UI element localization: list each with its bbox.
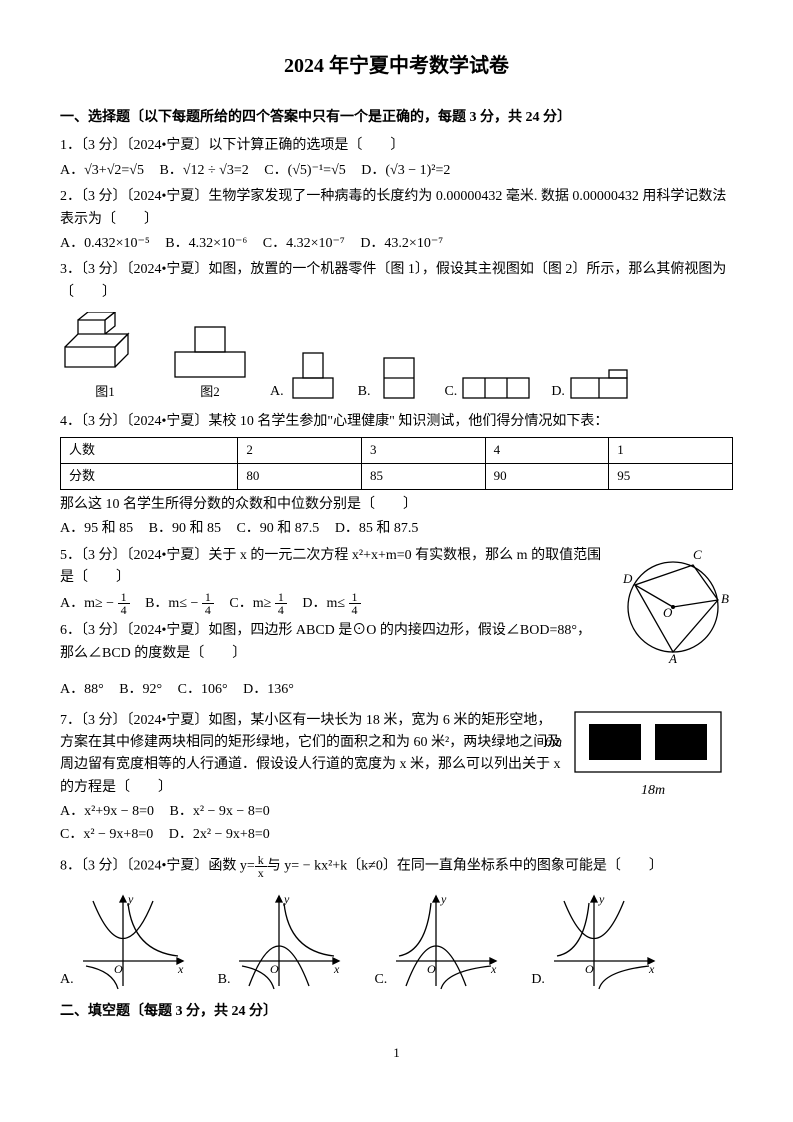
- q4-optC: C．90 和 87.5: [236, 521, 319, 536]
- q1-optB: B．√12 ÷ √3=2: [159, 163, 248, 178]
- page-title: 2024 年宁夏中考数学试卷: [60, 50, 733, 82]
- q4-r0c4: 95: [609, 464, 733, 490]
- q2: 2．〔3 分〕〔2024•宁夏〕生物学家发现了一种病毒的长度约为 0.00000…: [60, 186, 733, 255]
- q7-optC: C．x² − 9x+8=0: [60, 827, 153, 842]
- q3-fig1-icon: [60, 312, 150, 382]
- q2-optC: C．4.32×10⁻⁷: [263, 236, 345, 251]
- q3-optB-icon: [374, 353, 424, 403]
- q4-th3: 4: [485, 438, 609, 464]
- q3-fig1-label: 图1: [60, 382, 150, 403]
- q3-optC-icon: [461, 373, 531, 403]
- svg-text:x: x: [333, 962, 340, 976]
- q1-stem: 1．〔3 分〕〔2024•宁夏〕以下计算正确的选项是〔 〕: [60, 135, 733, 157]
- q5-optA: A．m≥ − 14: [60, 596, 130, 611]
- q8-optA-label: A.: [60, 969, 74, 991]
- q5-options: A．m≥ − 14 B．m≤ − 14 C．m≥ 14 D．m≤ 14: [60, 591, 733, 616]
- q8: 8．〔3 分〕〔2024•宁夏〕函数 y=kx与 y= − kx²+k〔k≠0〕…: [60, 854, 733, 991]
- q4-th4: 1: [609, 438, 733, 464]
- q7-optB: B．x² − 9x − 8=0: [170, 804, 270, 819]
- svg-text:y: y: [283, 892, 290, 906]
- q7-optA: A．x²+9x − 8=0: [60, 804, 154, 819]
- q5-optD: D．m≤ 14: [302, 596, 360, 611]
- q4-r0c3: 90: [485, 464, 609, 490]
- q4-options: A．95 和 85 B．90 和 85 C．90 和 87.5 D．85 和 8…: [60, 518, 733, 540]
- svg-text:y: y: [598, 892, 605, 906]
- q1-optA: A．√3+√2=√5: [60, 163, 144, 178]
- svg-text:y: y: [440, 892, 447, 906]
- q4: 4．〔3 分〕〔2024•宁夏〕某校 10 名学生参加"心理健康" 知识测试，他…: [60, 411, 733, 541]
- q8-optB-label: B.: [218, 969, 231, 991]
- q1: 1．〔3 分〕〔2024•宁夏〕以下计算正确的选项是〔 〕 A．√3+√2=√5…: [60, 135, 733, 182]
- q8-optB-icon: x y O: [234, 891, 344, 991]
- q1-optD: D．(√3 − 1)²=2: [361, 163, 450, 178]
- svg-text:x: x: [490, 962, 497, 976]
- q3: 3．〔3 分〕〔2024•宁夏〕如图，放置的一个机器零件〔图 1〕，假设其主视图…: [60, 259, 733, 403]
- q4-optA: A．95 和 85: [60, 521, 133, 536]
- q4-r0c0: 分数: [61, 464, 238, 490]
- q7-options: A．x²+9x − 8=0 B．x² − 9x − 8=0 C．x² − 9x+…: [60, 801, 733, 846]
- q8-figures: A. x y O B.: [60, 891, 733, 991]
- q2-optA: A．0.432×10⁻⁵: [60, 236, 150, 251]
- q3-figures: 图1 图2 A. B.: [60, 312, 733, 403]
- q3-optD-icon: [569, 368, 629, 403]
- q4-th1: 2: [238, 438, 362, 464]
- q4-optD: D．85 和 87.5: [335, 521, 419, 536]
- q3-stem: 3．〔3 分〕〔2024•宁夏〕如图，放置的一个机器零件〔图 1〕，假设其主视图…: [60, 259, 733, 304]
- q8-optC-label: C.: [374, 969, 387, 991]
- q4-r0c2: 85: [361, 464, 485, 490]
- svg-text:O: O: [585, 962, 594, 976]
- section1-heading: 一、选择题〔以下每题所给的四个答案中只有一个是正确的，每题 3 分，共 24 分…: [60, 107, 733, 129]
- q4-optB: B．90 和 85: [149, 521, 221, 536]
- q8-optD-label: D.: [531, 969, 545, 991]
- q3-fig2-label: 图2: [170, 382, 250, 403]
- table-row: 分数 80 85 90 95: [61, 464, 733, 490]
- q8-optA-icon: x y O: [78, 891, 188, 991]
- q2-options: A．0.432×10⁻⁵ B．4.32×10⁻⁶ C．4.32×10⁻⁷ D．4…: [60, 233, 733, 255]
- q3-optB-label: B.: [358, 381, 371, 403]
- q4-stem: 4．〔3 分〕〔2024•宁夏〕某校 10 名学生参加"心理健康" 知识测试，他…: [60, 411, 733, 433]
- q4-th0: 人数: [61, 438, 238, 464]
- q5: 5．〔3 分〕〔2024•宁夏〕关于 x 的一元二次方程 x²+x+m=0 有实…: [60, 545, 733, 617]
- q7: 7．〔3 分〕〔2024•宁夏〕如图，某小区有一块长为 18 米，宽为 6 米的…: [60, 710, 733, 846]
- svg-text:y: y: [127, 892, 134, 906]
- q6-optB: B．92°: [119, 682, 162, 697]
- q8-stem: 8．〔3 分〕〔2024•宁夏〕函数 y=kx与 y= − kx²+k〔k≠0〕…: [60, 854, 733, 879]
- q3-optD-label: D.: [551, 381, 565, 403]
- q1-optC: C．(√5)⁻¹=√5: [264, 163, 346, 178]
- q6-stem: 6．〔3 分〕〔2024•宁夏〕如图，四边形 ABCD 是⊙O 的内接四边形，假…: [60, 620, 733, 665]
- q4-table: 人数 2 3 4 1 分数 80 85 90 95: [60, 437, 733, 490]
- page-number: 1: [60, 1043, 733, 1064]
- q3-fig2-icon: [170, 322, 250, 382]
- svg-text:O: O: [114, 962, 123, 976]
- svg-text:x: x: [648, 962, 655, 976]
- q7-stem: 7．〔3 分〕〔2024•宁夏〕如图，某小区有一块长为 18 米，宽为 6 米的…: [60, 710, 733, 800]
- q4-after: 那么这 10 名学生所得分数的众数和中位数分别是〔 〕: [60, 494, 733, 516]
- q6-optD: D．136°: [243, 682, 294, 697]
- q6: 6．〔3 分〕〔2024•宁夏〕如图，四边形 ABCD 是⊙O 的内接四边形，假…: [60, 620, 733, 701]
- q3-optA-label: A.: [270, 381, 284, 403]
- table-row: 人数 2 3 4 1: [61, 438, 733, 464]
- q6-optC: C．106°: [178, 682, 228, 697]
- q1-options: A．√3+√2=√5 B．√12 ÷ √3=2 C．(√5)⁻¹=√5 D．(√…: [60, 160, 733, 182]
- q6-optA: A．88°: [60, 682, 104, 697]
- svg-text:O: O: [427, 962, 436, 976]
- q2-optB: B．4.32×10⁻⁶: [165, 236, 247, 251]
- q4-th2: 3: [361, 438, 485, 464]
- section2-heading: 二、填空题〔每题 3 分，共 24 分〕: [60, 1001, 733, 1023]
- q5-stem: 5．〔3 分〕〔2024•宁夏〕关于 x 的一元二次方程 x²+x+m=0 有实…: [60, 545, 733, 590]
- q2-optD: D．43.2×10⁻⁷: [360, 236, 443, 251]
- q4-r0c1: 80: [238, 464, 362, 490]
- svg-text:O: O: [270, 962, 279, 976]
- q5-optB: B．m≤ − 14: [145, 596, 214, 611]
- svg-text:x: x: [177, 962, 184, 976]
- q8-optD-icon: x y O: [549, 891, 659, 991]
- q7-optD: D．2x² − 9x+8=0: [169, 827, 270, 842]
- q2-stem: 2．〔3 分〕〔2024•宁夏〕生物学家发现了一种病毒的长度约为 0.00000…: [60, 186, 733, 231]
- q3-optC-label: C.: [444, 381, 457, 403]
- q5-optC: C．m≥ 14: [229, 596, 286, 611]
- q8-optC-icon: x y O: [391, 891, 501, 991]
- q3-optA-icon: [288, 348, 338, 403]
- q6-options: A．88° B．92° C．106° D．136°: [60, 679, 733, 701]
